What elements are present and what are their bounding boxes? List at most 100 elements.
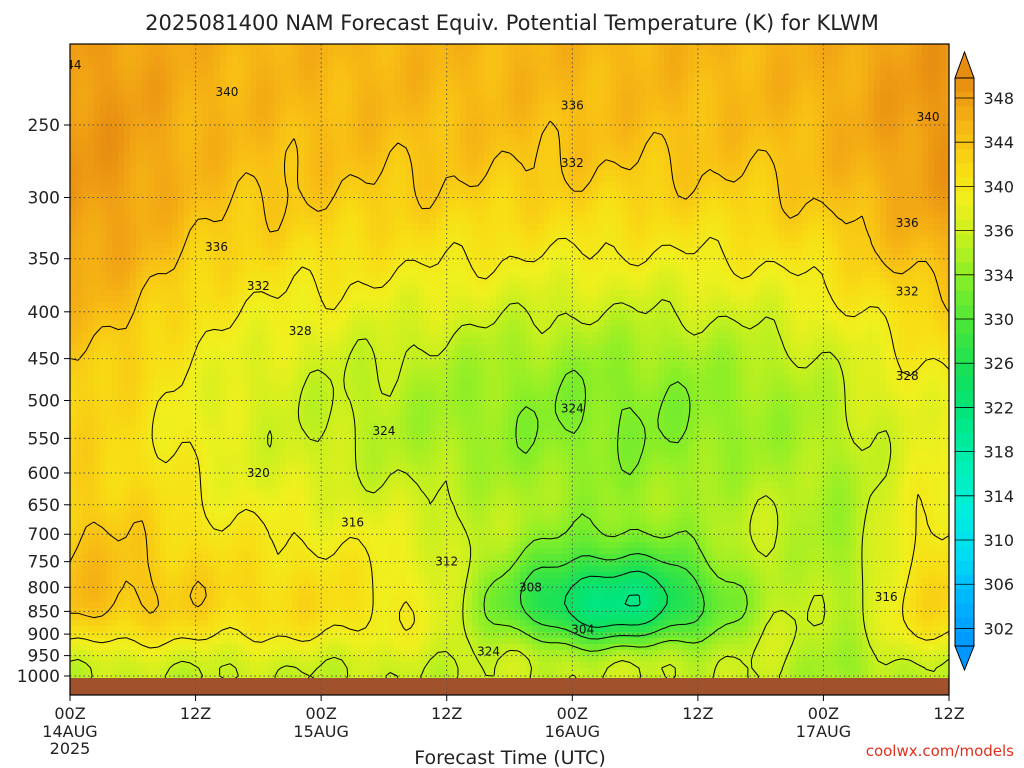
field-cell (184, 518, 191, 525)
field-cell (118, 266, 125, 273)
field-cell (256, 674, 263, 681)
field-cell (112, 242, 119, 249)
field-cell (184, 644, 191, 651)
field-cell (124, 674, 131, 681)
field-cell (76, 50, 83, 57)
field-cell (76, 596, 83, 603)
field-cell (274, 674, 281, 681)
field-cell (310, 296, 317, 303)
field-cell (202, 308, 209, 315)
field-cell (124, 50, 131, 57)
field-cell (328, 224, 335, 231)
field-cell (178, 338, 185, 345)
field-cell (238, 98, 245, 105)
field-cell (106, 542, 113, 549)
field-cell (178, 266, 185, 273)
field-cell (100, 284, 107, 291)
field-cell (268, 80, 275, 87)
field-cell (298, 194, 305, 201)
field-cell (178, 662, 185, 669)
field-cell (190, 632, 197, 639)
field-cell (118, 80, 125, 87)
field-cell (88, 572, 95, 579)
field-cell (280, 518, 287, 525)
field-cell (184, 662, 191, 669)
field-cell (328, 674, 335, 681)
field-cell (208, 626, 215, 633)
field-cell (256, 308, 263, 315)
field-cell (208, 98, 215, 105)
field-cell (298, 200, 305, 207)
field-cell (322, 248, 329, 255)
field-cell (304, 272, 311, 279)
field-cell (250, 506, 257, 513)
field-cell (172, 650, 179, 657)
field-cell (274, 56, 281, 63)
field-cell (340, 338, 347, 345)
field-cell (166, 542, 173, 549)
field-cell (214, 200, 221, 207)
field-cell (82, 44, 89, 51)
field-cell (190, 188, 197, 195)
field-cell (250, 470, 257, 477)
field-cell (136, 212, 143, 219)
field-cell (172, 662, 179, 669)
field-cell (316, 674, 323, 681)
field-cell (334, 548, 341, 555)
field-cell (172, 386, 179, 393)
field-cell (304, 146, 311, 153)
field-cell (226, 362, 233, 369)
field-cell (202, 518, 209, 525)
field-cell (70, 380, 77, 387)
field-cell (262, 506, 269, 513)
field-cell (124, 338, 131, 345)
field-cell (166, 278, 173, 285)
field-cell (226, 110, 233, 117)
field-cell (154, 608, 161, 615)
field-cell (226, 392, 233, 399)
field-cell (88, 620, 95, 627)
field-cell (208, 248, 215, 255)
field-cell (292, 638, 299, 645)
field-cell (88, 590, 95, 597)
field-cell (100, 482, 107, 489)
field-cell (268, 206, 275, 213)
field-cell (112, 170, 119, 177)
field-cell (106, 662, 113, 669)
field-cell (136, 656, 143, 663)
field-cell (274, 596, 281, 603)
field-cell (196, 674, 203, 681)
field-cell (94, 98, 101, 105)
field-cell (190, 140, 197, 147)
field-cell (238, 362, 245, 369)
field-cell (226, 506, 233, 513)
field-cell (88, 470, 95, 477)
field-cell (316, 374, 323, 381)
field-cell (262, 500, 269, 507)
field-cell (94, 314, 101, 321)
field-cell (178, 368, 185, 375)
field-cell (112, 260, 119, 267)
field-cell (214, 374, 221, 381)
field-cell (208, 650, 215, 657)
field-cell (172, 410, 179, 417)
field-cell (70, 632, 77, 639)
field-cell (232, 602, 239, 609)
field-cell (274, 590, 281, 597)
field-cell (250, 656, 257, 663)
field-cell (196, 170, 203, 177)
field-cell (112, 668, 119, 675)
field-cell (196, 92, 203, 99)
field-cell (340, 374, 347, 381)
field-cell (154, 320, 161, 327)
field-cell (256, 314, 263, 321)
field-cell (100, 644, 107, 651)
field-cell (328, 632, 335, 639)
field-cell (268, 590, 275, 597)
field-cell (106, 674, 113, 681)
field-cell (286, 566, 293, 573)
field-cell (136, 134, 143, 141)
field-cell (298, 62, 305, 69)
field-cell (232, 158, 239, 165)
field-cell (106, 470, 113, 477)
